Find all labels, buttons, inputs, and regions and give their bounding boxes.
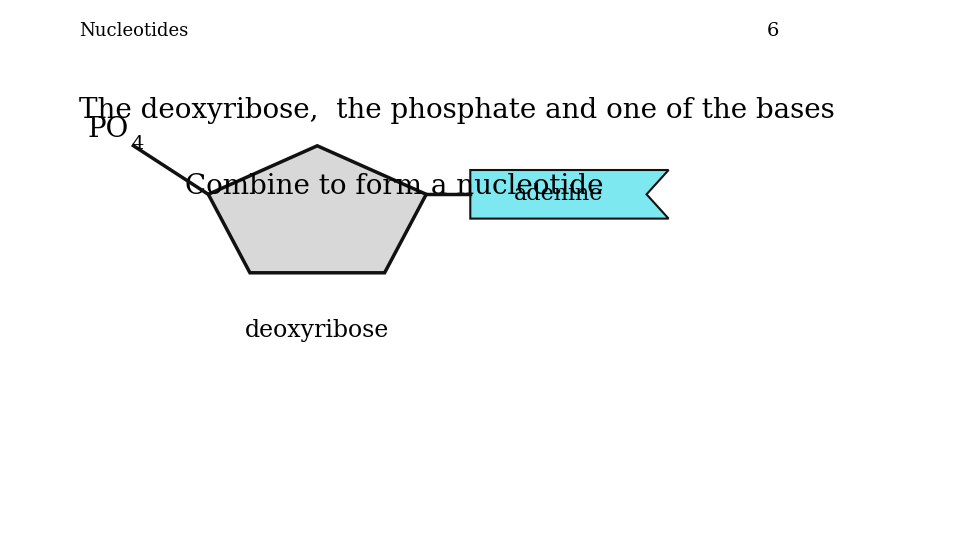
Text: adenine: adenine <box>514 183 603 205</box>
Text: 6: 6 <box>767 22 780 39</box>
Text: PO: PO <box>87 116 129 143</box>
Text: deoxyribose: deoxyribose <box>245 319 390 342</box>
Polygon shape <box>208 146 426 273</box>
Text: 4: 4 <box>132 134 144 153</box>
Text: Nucleotides: Nucleotides <box>80 22 188 39</box>
Polygon shape <box>470 170 668 219</box>
Text: The deoxyribose,  the phosphate and one of the bases: The deoxyribose, the phosphate and one o… <box>80 97 835 124</box>
Text: Combine to form a nucleotide: Combine to form a nucleotide <box>185 173 604 200</box>
